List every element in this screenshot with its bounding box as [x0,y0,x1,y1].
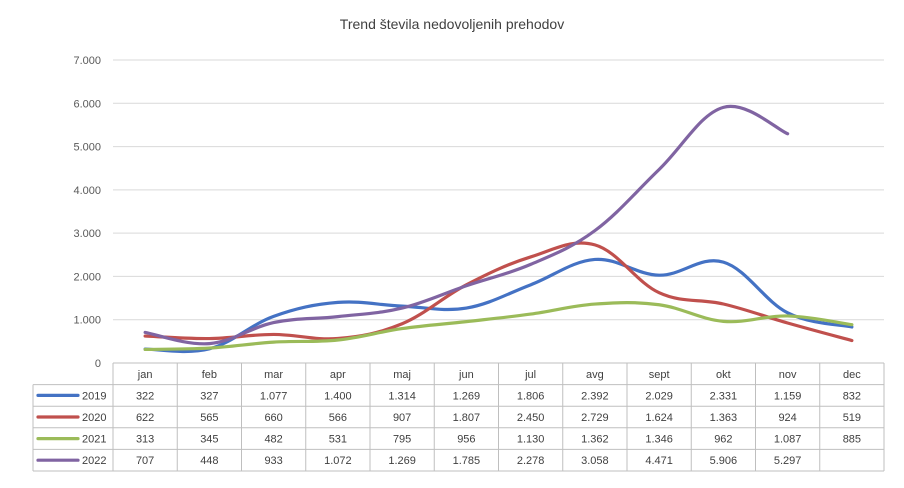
data-label: 1.363 [710,412,738,424]
x-tick-label: avg [586,369,604,381]
data-label: 660 [264,412,282,424]
data-label: 5.906 [710,455,738,467]
data-label: 2.278 [517,455,545,467]
series-line-2019 [143,257,854,354]
legend-label-2019: 2019 [82,390,106,402]
data-label: 327 [200,390,218,402]
y-tick-label: 5.000 [73,142,101,154]
data-label: 531 [329,434,347,446]
data-label: 313 [136,434,154,446]
y-tick-label: 1.000 [73,315,101,327]
y-tick-label: 6.000 [73,98,101,110]
data-label: 1.159 [774,390,802,402]
data-label: 1.346 [645,434,673,446]
data-label: 3.058 [581,455,609,467]
data-label: 4.471 [645,455,673,467]
data-label: 2.450 [517,412,545,424]
data-table: jan feb mar apr maj jun jul avg sept okt nov dec 201… [32,362,885,472]
data-label: 565 [200,412,218,424]
data-label: 1.087 [774,434,802,446]
data-label: 907 [393,412,411,424]
data-label: 885 [843,434,861,446]
x-tick-label: mar [264,369,283,381]
data-label: 795 [393,434,411,446]
y-tick-label: 3.000 [73,228,101,240]
y-tick-label: 4.000 [73,185,101,197]
legend-label-2022: 2022 [82,455,106,467]
data-label: 933 [264,455,282,467]
data-label: 924 [778,412,796,424]
data-label: 448 [200,455,218,467]
data-label: 1.400 [324,390,352,402]
x-tick-label: jun [458,369,474,381]
data-label: 1.785 [453,455,481,467]
series-lines [143,104,854,354]
x-tick-label: okt [716,369,731,381]
data-label: 482 [264,434,282,446]
y-axis-tick-labels: 0 1.000 2.000 3.000 4.000 5.000 6.000 7.000 [73,55,101,370]
data-label: 2.331 [710,390,738,402]
chart-title: Trend števila nedovoljenih prehodov [340,16,564,32]
data-label: 962 [714,434,732,446]
data-label: 1.362 [581,434,609,446]
x-tick-label: dec [843,369,861,381]
data-label: 707 [136,455,154,467]
data-label: 956 [457,434,475,446]
data-label: 2.392 [581,390,609,402]
data-label: 832 [843,390,861,402]
x-tick-label: nov [779,369,797,381]
series-line-2020 [143,241,854,343]
data-label: 1.807 [453,412,481,424]
data-label: 622 [136,412,154,424]
y-tick-label: 7.000 [73,55,101,67]
data-label: 1.806 [517,390,545,402]
x-tick-label: apr [330,369,346,381]
series-line-2022 [143,104,790,346]
data-label: 519 [843,412,861,424]
data-label: 1.130 [517,434,545,446]
data-label: 2.029 [645,390,673,402]
x-tick-label: jan [137,369,153,381]
gridlines [113,59,884,321]
legend-label-2021: 2021 [82,434,106,446]
data-label: 1.269 [388,455,416,467]
data-label: 1.269 [453,390,481,402]
data-label: 1.072 [324,455,352,467]
data-label: 1.624 [645,412,673,424]
y-tick-label: 2.000 [73,271,101,283]
data-label: 1.314 [388,390,416,402]
data-label: 566 [329,412,347,424]
x-tick-label: sept [649,369,670,381]
x-tick-label: maj [393,369,411,381]
legend-label-2020: 2020 [82,412,106,424]
data-label: 5.297 [774,455,802,467]
data-label: 1.077 [260,390,288,402]
x-tick-label: jul [524,369,536,381]
data-label: 322 [136,390,154,402]
x-tick-label: feb [202,369,217,381]
data-label: 345 [200,434,218,446]
data-label: 2.729 [581,412,609,424]
y-tick-label: 0 [95,358,101,370]
series-line-2021 [143,301,854,352]
